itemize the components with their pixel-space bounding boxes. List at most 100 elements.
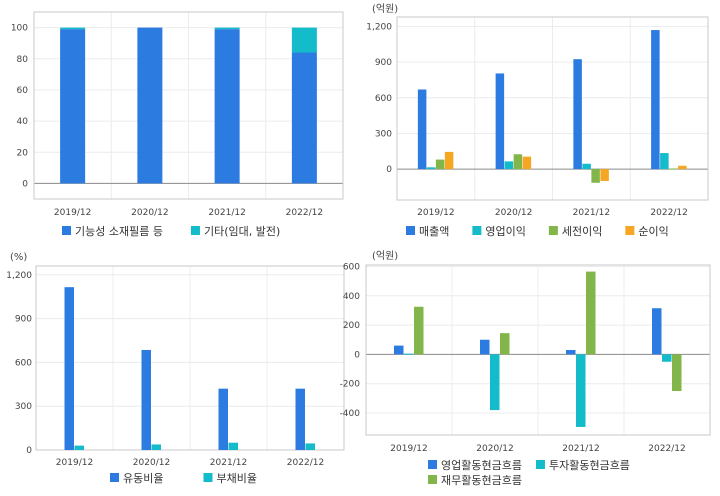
x-tick-label: 2019/12 xyxy=(54,208,91,218)
y-tick-label: 80 xyxy=(17,55,29,65)
y-tick-label: 600 xyxy=(343,262,360,272)
plot-area xyxy=(33,11,344,200)
bar-기능성 소재필름 등[interactable] xyxy=(137,27,163,184)
legend: 기능성 소재필름 등 기타(임대, 발전) xyxy=(62,225,280,238)
legend-label: 영업이익 xyxy=(485,225,525,238)
bar-투자활동현금흐름[interactable] xyxy=(662,354,672,362)
bar-영업활동현금흐름[interactable] xyxy=(394,345,404,355)
y-tick-label: 400 xyxy=(343,292,360,302)
bar-기타(임대, 발전)[interactable] xyxy=(291,27,317,53)
legend-swatch xyxy=(472,226,482,235)
bar-기능성 소재필름 등[interactable] xyxy=(214,29,240,184)
bar-영업활동현금흐름[interactable] xyxy=(480,339,490,355)
bar-재무활동현금흐름[interactable] xyxy=(414,306,424,355)
bar-영업이익[interactable] xyxy=(504,161,514,170)
x-tick-label: 2020/12 xyxy=(495,208,532,218)
x-tick-label: 2022/12 xyxy=(650,208,687,218)
unit-label: (억원) xyxy=(372,250,398,262)
x-tick-label: 2019/12 xyxy=(390,444,427,454)
bar-기타(임대, 발전)[interactable] xyxy=(214,27,240,30)
x-tick-label: 2022/12 xyxy=(287,458,324,468)
bar-유동비율[interactable] xyxy=(218,388,229,450)
bar-투자활동현금흐름[interactable] xyxy=(490,354,500,411)
bar-투자활동현금흐름[interactable] xyxy=(404,353,414,355)
legend-label: 기능성 소재필름 등 xyxy=(75,225,163,238)
y-tick-label: 60 xyxy=(17,86,29,96)
bar-세전이익[interactable] xyxy=(513,154,523,170)
x-tick-label: 2019/12 xyxy=(417,208,454,218)
y-tick-label: 1,200 xyxy=(366,23,392,33)
bar-영업이익[interactable] xyxy=(660,153,669,170)
bar-매출액[interactable] xyxy=(651,30,660,170)
bar-부채비율[interactable] xyxy=(151,444,162,450)
y-tick-label: 40 xyxy=(17,117,29,127)
bar-순이익[interactable] xyxy=(522,156,532,170)
y-tick-label: 0 xyxy=(22,179,28,189)
x-tick-label: 2020/12 xyxy=(476,444,513,454)
legend: 매출액 영업이익 세전이익 순이익 xyxy=(406,225,669,238)
x-tick-label: 2022/12 xyxy=(286,208,323,218)
y-tick-label: -200 xyxy=(340,380,361,390)
legend-swatch xyxy=(625,226,635,235)
y-tick-label: 1,200 xyxy=(6,271,32,281)
x-tick-label: 2020/12 xyxy=(131,208,168,218)
bar-매출액[interactable] xyxy=(495,73,505,170)
bar-매출액[interactable] xyxy=(573,59,582,170)
legend-swatch xyxy=(203,473,213,482)
legend-swatch xyxy=(406,226,415,235)
y-tick-label: 200 xyxy=(343,321,360,331)
bar-투자활동현금흐름[interactable] xyxy=(576,354,586,427)
y-tick-label: 0 xyxy=(386,165,392,175)
bar-유동비율[interactable] xyxy=(295,388,306,450)
plot-area xyxy=(396,16,709,201)
legend-label: 세전이익 xyxy=(562,225,602,238)
unit-label: (%) xyxy=(10,252,27,263)
bar-영업활동현금흐름[interactable] xyxy=(652,308,662,355)
bar-세전이익[interactable] xyxy=(591,169,600,183)
legend-swatch xyxy=(428,475,437,484)
bar-순이익[interactable] xyxy=(600,169,609,181)
legend-label: 재무활동현금흐름 xyxy=(441,473,522,487)
y-tick-label: 900 xyxy=(375,58,392,68)
y-tick-label: -400 xyxy=(340,409,361,419)
x-tick-label: 2020/12 xyxy=(133,458,170,468)
legend-label: 부채비율 xyxy=(216,472,256,485)
chart-revenue-mix: 0 20 40 60 80 100 2019/12 2020/12 2021/12 2022/12… xyxy=(11,11,344,238)
bar-유동비율[interactable] xyxy=(64,287,75,450)
bar-유동비율[interactable] xyxy=(141,349,152,450)
plot-area xyxy=(365,264,711,436)
bar-영업이익[interactable] xyxy=(582,163,591,170)
legend-label: 순이익 xyxy=(638,225,668,238)
y-tick-label: 600 xyxy=(375,94,392,104)
bar-순이익[interactable] xyxy=(444,151,454,170)
chart-income: 0 300 600 900 1,200 (억원) 2019/12 2020/12 2021/12… xyxy=(366,3,709,238)
legend-label: 유동비율 xyxy=(123,472,163,485)
bar-기능성 소재필름 등[interactable] xyxy=(291,52,317,184)
y-tick-label: 100 xyxy=(11,24,28,34)
bar-기능성 소재필름 등[interactable] xyxy=(60,29,86,184)
bar-기타(임대, 발전)[interactable] xyxy=(60,27,86,30)
bar-재무활동현금흐름[interactable] xyxy=(672,354,682,392)
bar-순이익[interactable] xyxy=(678,165,687,170)
legend-swatch xyxy=(535,460,545,469)
bar-재무활동현금흐름[interactable] xyxy=(586,271,596,355)
legend-swatch xyxy=(548,226,558,235)
x-tick-label: 2021/12 xyxy=(208,208,245,218)
bar-부채비율[interactable] xyxy=(305,443,316,450)
bar-부채비율[interactable] xyxy=(74,445,85,450)
x-tick-label: 2021/12 xyxy=(562,444,599,454)
bar-세전이익[interactable] xyxy=(435,159,445,170)
bar-세전이익[interactable] xyxy=(669,168,678,170)
unit-label: (억원) xyxy=(372,3,398,15)
bar-영업활동현금흐름[interactable] xyxy=(566,350,576,355)
legend-label: 투자활동현금흐름 xyxy=(549,458,630,472)
bar-영업이익[interactable] xyxy=(426,167,436,170)
legend-label: 매출액 xyxy=(419,225,449,238)
y-tick-label: 900 xyxy=(15,315,32,325)
y-tick-label: 300 xyxy=(375,129,392,139)
bar-부채비율[interactable] xyxy=(228,442,239,450)
bar-매출액[interactable] xyxy=(417,89,427,170)
bar-재무활동현금흐름[interactable] xyxy=(500,333,510,355)
